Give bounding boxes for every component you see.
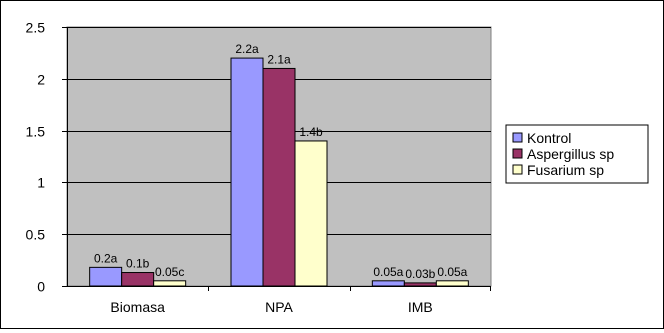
data-label: 2.1a bbox=[267, 52, 291, 66]
y-tick-label: 2 bbox=[37, 72, 45, 88]
legend-swatch bbox=[512, 164, 523, 175]
axes bbox=[62, 27, 491, 291]
bars bbox=[89, 57, 469, 287]
bar-kontrol-npa bbox=[230, 57, 264, 287]
bar-aspergillus-sp-npa bbox=[262, 67, 296, 287]
y-tick-label: 0.5 bbox=[26, 227, 46, 243]
y-tick-labels: 0 0.5 1 1.5 2 2.5 bbox=[26, 20, 46, 295]
y-tick-label: 0 bbox=[37, 279, 45, 295]
data-label: 0.05c bbox=[155, 265, 184, 279]
legend-swatch bbox=[512, 148, 523, 159]
legend-label: Fusarium sp bbox=[527, 162, 604, 178]
bar-aspergillus-sp-imb bbox=[403, 282, 437, 287]
data-label: 1.4b bbox=[299, 125, 323, 139]
data-label: 0.1b bbox=[126, 257, 150, 271]
x-tick-label: IMB bbox=[408, 299, 433, 315]
bar-aspergillus-sp-biomasa bbox=[121, 272, 155, 287]
x-tick-label: Biomasa bbox=[110, 299, 165, 315]
y-tick-label: 1.5 bbox=[26, 124, 46, 140]
data-label: 0.05a bbox=[437, 265, 467, 279]
y-tick-label: 1 bbox=[37, 175, 45, 191]
y-tick-label: 2.5 bbox=[26, 20, 46, 36]
x-tick-labels: Biomasa NPA IMB bbox=[110, 299, 432, 315]
x-tick-label: NPA bbox=[265, 299, 293, 315]
legend-label: Kontrol bbox=[527, 130, 571, 146]
bar-fusarium-sp-imb bbox=[435, 280, 469, 287]
data-labels: 0.2a 0.1b 0.05c 2.2a 2.1a 1.4b 0.05a 0.03b 0.05a bbox=[94, 42, 468, 281]
bar-chart: 0 0.5 1 1.5 2 2.5 Biomasa NPA IMB 0.2a 0.1b 0.05c… bbox=[26, 20, 649, 315]
data-label: 0.2a bbox=[94, 251, 118, 265]
data-label: 0.05a bbox=[373, 265, 403, 279]
bar-fusarium-sp-npa bbox=[294, 140, 328, 287]
bar-kontrol-imb bbox=[371, 280, 405, 287]
legend-box bbox=[505, 124, 649, 184]
legend-swatch bbox=[512, 132, 523, 143]
bar-fusarium-sp-biomasa bbox=[153, 280, 187, 287]
data-label: 2.2a bbox=[235, 42, 259, 56]
legend-label: Aspergillus sp bbox=[527, 146, 614, 162]
bar-kontrol-biomasa bbox=[89, 266, 123, 287]
data-label: 0.03b bbox=[405, 267, 435, 281]
